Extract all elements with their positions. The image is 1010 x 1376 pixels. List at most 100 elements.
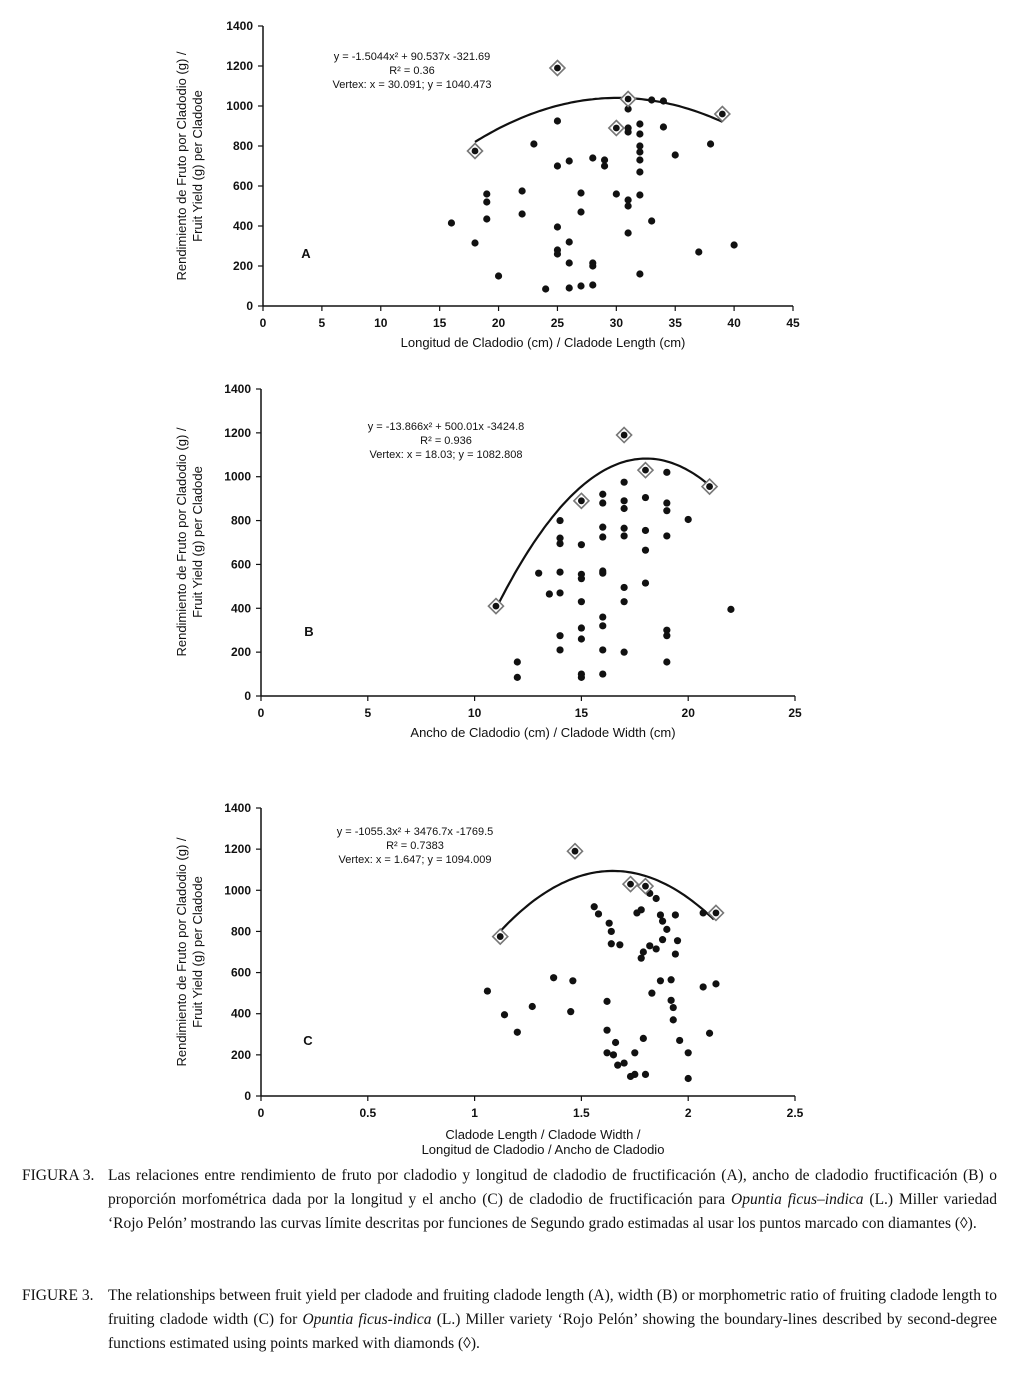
data-point <box>589 281 597 289</box>
data-point <box>599 533 607 541</box>
data-point <box>658 917 667 925</box>
data-point <box>483 198 491 206</box>
data-point <box>669 1016 677 1024</box>
data-point <box>600 162 609 170</box>
data-point <box>663 532 671 540</box>
data-point <box>528 1002 536 1011</box>
caption-label: FIGURA 3. <box>22 1167 95 1184</box>
y-tick-label: 800 <box>231 924 251 938</box>
diamond-point <box>578 497 585 505</box>
y-tick-label: 0 <box>244 689 251 703</box>
data-point <box>667 976 675 984</box>
data-point <box>624 229 632 237</box>
data-point <box>599 569 607 577</box>
data-point <box>663 925 671 933</box>
panel-label: B <box>304 624 313 639</box>
chart-c: 0 200 400 600 800 1000 1200 1400 0 0.5 1 1.5 2 2.5 Cla… <box>174 801 804 1157</box>
x-tick-label: 10 <box>468 706 482 720</box>
data-point <box>639 948 647 956</box>
data-point <box>599 490 607 498</box>
data-point <box>706 140 715 148</box>
data-point <box>542 285 550 293</box>
x-tick-label: 5 <box>364 706 371 720</box>
data-point <box>620 504 628 513</box>
data-point <box>671 911 679 919</box>
x-tick-label: 10 <box>374 316 388 330</box>
y-tick-label: 400 <box>231 601 251 615</box>
boundary-curve <box>474 96 723 143</box>
data-point <box>684 1074 692 1083</box>
data-point <box>656 911 665 919</box>
data-point <box>513 1028 521 1036</box>
data-point <box>699 983 707 991</box>
boundary-curve <box>499 869 715 933</box>
data-point <box>565 259 573 267</box>
data-point <box>671 950 679 958</box>
diamond-point <box>620 431 628 439</box>
y-axis-label-2: Fruit Yield (g) per Cladode <box>190 466 205 618</box>
data-point <box>695 248 703 256</box>
y-tick-label: 1400 <box>224 801 251 815</box>
data-point <box>636 148 644 156</box>
data-point <box>594 910 603 918</box>
data-point <box>556 534 564 542</box>
x-tick-label: 0 <box>258 706 265 720</box>
data-point <box>599 499 607 507</box>
data-point <box>620 478 628 486</box>
caption-text: The relationships between fruit yield pe… <box>22 1284 997 1356</box>
x-tick-label: 1 <box>471 1106 478 1120</box>
data-point <box>648 217 656 225</box>
data-point <box>636 130 644 138</box>
data-point <box>712 980 720 988</box>
data-point <box>663 632 671 640</box>
caption-species: Opuntia ficus–indica <box>731 1191 864 1208</box>
x-axis-label-2: Longitud de Cladodio / Ancho de Cladodio <box>422 1142 665 1157</box>
data-point <box>699 909 707 917</box>
diamond-point <box>612 124 620 132</box>
diamond-point <box>492 602 500 610</box>
data-point <box>648 96 656 104</box>
data-point <box>577 673 586 681</box>
r-squared: R² = 0.936 <box>420 435 472 447</box>
caption-part: (L.) Miller variedad ‘Rojo Pelón’ mostra… <box>108 1191 998 1232</box>
data-point <box>636 120 644 128</box>
data-point <box>603 1026 611 1034</box>
data-point <box>663 658 671 666</box>
x-tick-label: 20 <box>682 706 696 720</box>
data-point <box>513 673 521 681</box>
data-point <box>556 516 564 525</box>
x-tick-label: 1.5 <box>573 1106 590 1120</box>
data-point <box>483 190 491 198</box>
r-squared: R² = 0.7383 <box>386 840 444 852</box>
caption-spanish: FIGURA 3. Las relaciones entre rendimien… <box>22 1164 997 1236</box>
data-point <box>535 569 543 577</box>
y-tick-label: 1000 <box>226 99 253 113</box>
data-point <box>620 497 628 505</box>
x-tick-label: 15 <box>433 316 447 330</box>
data-point <box>641 1070 650 1078</box>
data-point <box>471 239 479 247</box>
data-point <box>616 941 624 949</box>
data-point <box>624 202 632 210</box>
diamond-point <box>496 933 504 940</box>
data-point <box>590 903 598 911</box>
x-tick-label: 20 <box>492 316 506 330</box>
caption-label: FIGURE 3. <box>22 1287 94 1304</box>
y-tick-label: 600 <box>231 557 251 571</box>
data-point <box>589 262 597 270</box>
y-axis-label: Rendimiento de Fruto por Cladodio (g) / <box>174 837 189 1066</box>
data-point <box>705 1029 714 1037</box>
data-point <box>620 598 628 606</box>
y-axis-label-2: Fruit Yield (g) per Cladode <box>190 876 205 1028</box>
y-tick-label: 1000 <box>224 470 251 484</box>
x-tick-label: 45 <box>786 316 800 330</box>
data-point <box>577 575 586 583</box>
data-point <box>636 142 644 150</box>
x-axis-label: Ancho de Cladodio (cm) / Cladode Width (… <box>410 725 675 740</box>
regression-equation: y = -13.866x² + 500.01x -3424.8 <box>368 421 525 433</box>
regression-equation: y = -1055.3x² + 3476.7x -1769.5 <box>337 826 494 838</box>
data-point <box>636 156 644 164</box>
data-point <box>663 499 671 507</box>
data-point <box>553 250 562 258</box>
x-tick-label: 0.5 <box>359 1106 376 1120</box>
